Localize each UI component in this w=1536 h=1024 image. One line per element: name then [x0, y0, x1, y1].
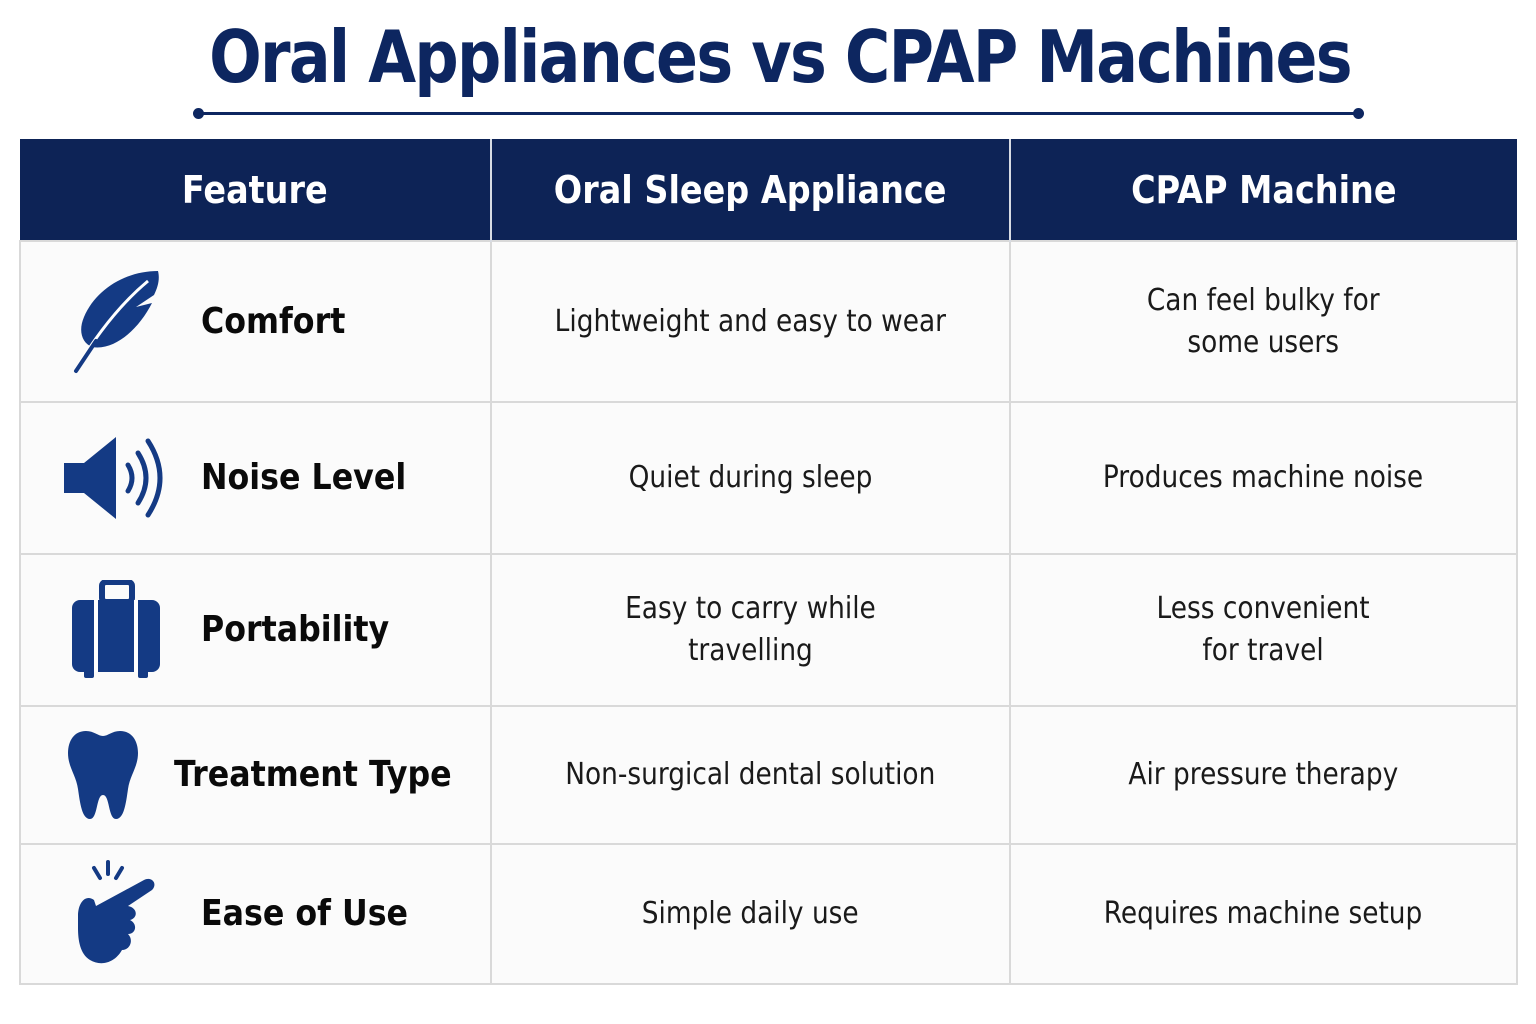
oral-appliance-cell: Quiet during sleep — [490, 401, 1011, 555]
feature-label: Treatment Type — [174, 754, 453, 795]
feature-cell: Treatment Type — [19, 705, 492, 845]
cpap-machine-cell: Requires machine setup — [1009, 843, 1518, 985]
header-cpap-machine: CPAP Machine — [1010, 139, 1517, 241]
feature-cell: Portability — [19, 553, 492, 707]
feature-label: Noise Level — [201, 457, 407, 498]
feather-icon — [61, 269, 171, 375]
oral-appliance-cell: Non-surgical dental solution — [490, 705, 1011, 845]
suitcase-icon — [61, 580, 171, 680]
cpap-machine-cell: Can feel bulky for some users — [1009, 240, 1518, 403]
cpap-machine-cell: Produces machine noise — [1009, 401, 1518, 555]
table-row: Treatment Type Non-surgical dental solut… — [19, 705, 1518, 845]
table-row: Portability Easy to carry while travelli… — [19, 553, 1518, 707]
table-row: Comfort Lightweight and easy to wear Can… — [19, 240, 1518, 403]
feature-label: Ease of Use — [201, 893, 409, 934]
feature-cell: Comfort — [19, 240, 492, 403]
header-feature: Feature — [20, 139, 492, 241]
comparison-table: Feature Oral Sleep Appliance CPAP Machin… — [19, 139, 1518, 985]
cpap-machine-cell: Less convenient for travel — [1009, 553, 1518, 707]
hand-tap-icon — [61, 860, 171, 968]
oral-appliance-cell: Simple daily use — [490, 843, 1011, 985]
table-header-row: Feature Oral Sleep Appliance CPAP Machin… — [20, 139, 1517, 241]
feature-label: Portability — [201, 609, 390, 650]
underline-right-dot — [1353, 108, 1364, 119]
page-title: Oral Appliances vs CPAP Machines — [209, 15, 1353, 99]
oral-appliance-cell: Easy to carry while travelling — [490, 553, 1011, 707]
cpap-machine-cell: Air pressure therapy — [1009, 705, 1518, 845]
underline-left-dot — [193, 108, 204, 119]
speaker-icon — [61, 433, 171, 523]
tooth-icon — [61, 729, 144, 821]
header-oral-appliance: Oral Sleep Appliance — [491, 139, 1011, 241]
table-row: Ease of Use Simple daily use Requires ma… — [19, 843, 1518, 985]
title-underline — [198, 112, 1358, 115]
feature-cell: Noise Level — [19, 401, 492, 555]
table-row: Noise Level Quiet during sleep Produces … — [19, 401, 1518, 555]
oral-appliance-cell: Lightweight and easy to wear — [490, 240, 1011, 403]
feature-label: Comfort — [201, 300, 346, 342]
feature-cell: Ease of Use — [19, 843, 492, 985]
